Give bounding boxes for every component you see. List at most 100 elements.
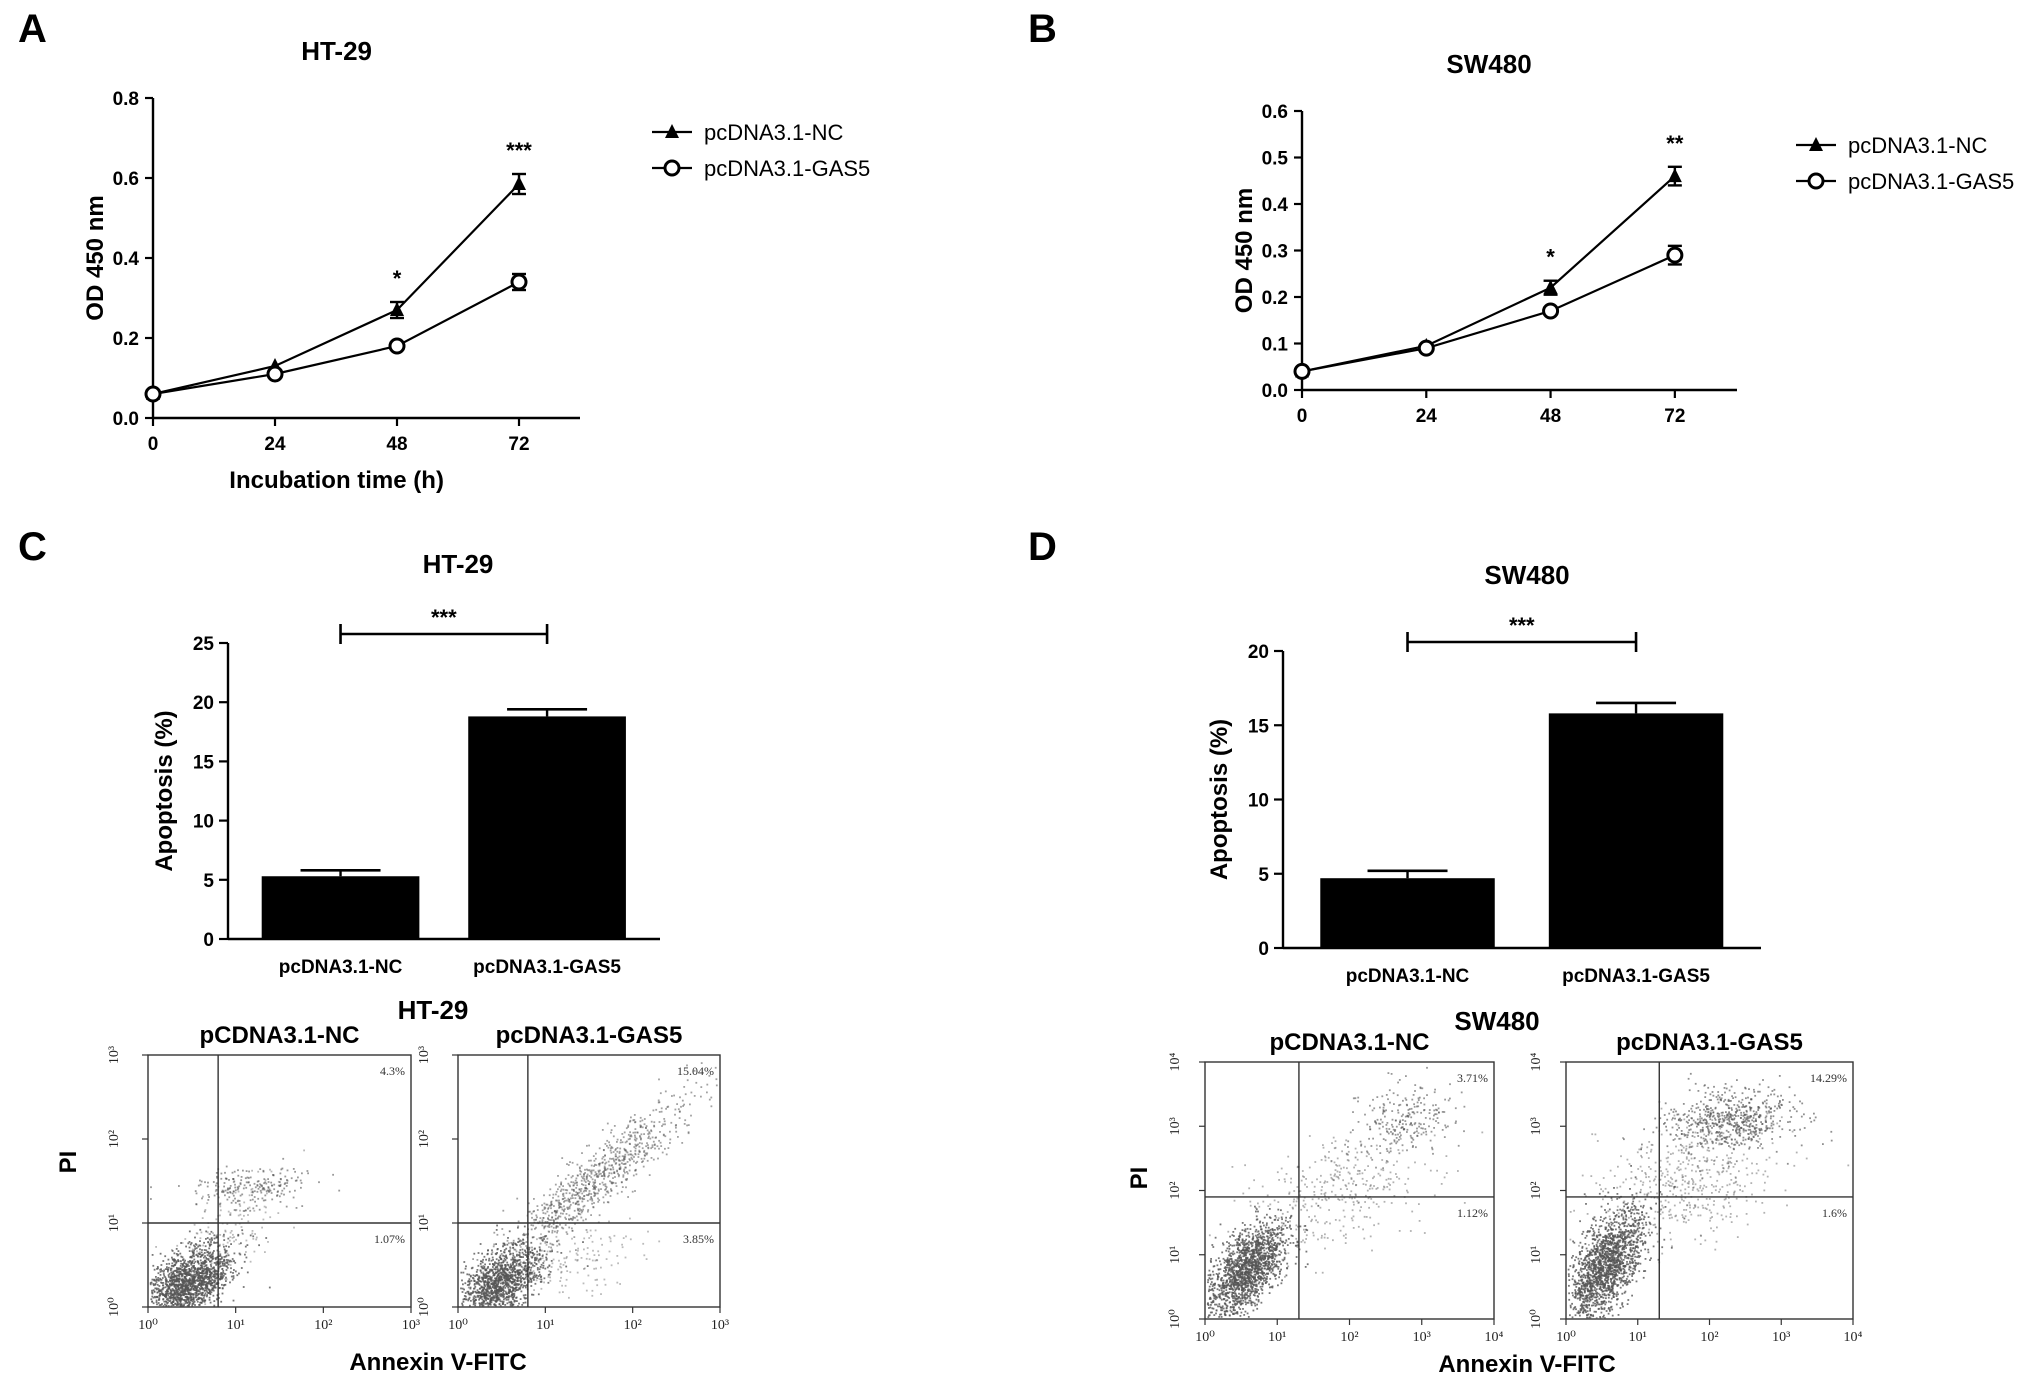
scatter-dot (604, 1193, 607, 1196)
scatter-dot (259, 1184, 262, 1186)
scatter-dot (635, 1137, 638, 1140)
scatter-dot (175, 1293, 177, 1295)
scatter-dot (220, 1257, 223, 1260)
scatter-dot (571, 1161, 574, 1164)
scatter-dot (510, 1282, 513, 1284)
scatter-dot (1256, 1266, 1259, 1268)
scatter-dot (495, 1304, 497, 1307)
scatter-dot (521, 1241, 524, 1244)
scatter-dot (473, 1287, 476, 1290)
scatter-dot (492, 1245, 495, 1248)
scatter-dot (559, 1223, 561, 1226)
scatter-dot (534, 1282, 537, 1285)
scatter-dot (198, 1293, 200, 1295)
scatter-dot (599, 1183, 601, 1185)
scatter-dot (197, 1276, 199, 1279)
scatter-dot (257, 1170, 260, 1173)
scatter-dot (194, 1279, 197, 1282)
scatter-dot (572, 1184, 575, 1187)
scatter-dot (214, 1242, 217, 1244)
scatter-dot (505, 1298, 508, 1301)
scatter-dot (261, 1226, 263, 1229)
scatter-dot (1264, 1273, 1267, 1276)
scatter-dot (155, 1281, 158, 1283)
scatter-dot (1276, 1260, 1278, 1263)
scatter-dot (271, 1184, 273, 1187)
scatter-dot (503, 1267, 506, 1270)
scatter-dot (193, 1287, 195, 1290)
scatter-dot (189, 1279, 192, 1282)
scatter-dot (598, 1164, 601, 1167)
scatter-dot (584, 1168, 586, 1171)
scatter-dot (461, 1291, 464, 1293)
scatter-dot (583, 1267, 586, 1270)
scatter-dot (1221, 1291, 1224, 1294)
scatter-dot (547, 1217, 549, 1219)
scatter-dot (1210, 1281, 1213, 1283)
scatter-dot (543, 1250, 546, 1252)
scatter-dot (279, 1183, 282, 1186)
scatter-dot (175, 1298, 178, 1300)
scatter-dot (491, 1256, 494, 1259)
scatter-dot (506, 1277, 509, 1280)
scatter-dot (186, 1305, 189, 1307)
scatter-points (460, 1062, 718, 1308)
scatter-dot (1220, 1263, 1222, 1266)
scatter-dot (555, 1199, 557, 1202)
scatter-dot (505, 1268, 508, 1271)
scatter-dot (588, 1190, 591, 1192)
legend-entry: pcDNA3.1-GAS5 (1848, 169, 2014, 194)
scatter-dot (198, 1272, 200, 1275)
scatter-dot (714, 1066, 717, 1069)
scatter-dot (559, 1263, 562, 1265)
y-tick-label: 10¹ (1168, 1246, 1183, 1264)
scatter-dot (651, 1146, 654, 1148)
scatter-dot (503, 1298, 505, 1301)
scatter-dot (259, 1168, 262, 1170)
scatter-dot (548, 1194, 551, 1197)
scatter-dot (1211, 1311, 1213, 1314)
scatter-dot (1263, 1224, 1265, 1227)
scatter-dot (621, 1246, 624, 1249)
scatter-dot (167, 1268, 170, 1271)
scatter-dot (1211, 1288, 1214, 1290)
scatter-dot (192, 1275, 195, 1278)
scatter-dot (648, 1132, 651, 1135)
scatter-dot (467, 1290, 470, 1293)
scatter-dot (168, 1285, 171, 1288)
scatter-dot (684, 1119, 687, 1122)
scatter-dot (683, 1086, 686, 1088)
scatter-dot (163, 1269, 165, 1272)
scatter-dot (566, 1199, 568, 1202)
scatter-dot (1242, 1299, 1245, 1302)
scatter-dot (201, 1277, 204, 1279)
scatter-dot (681, 1099, 684, 1102)
scatter-dot (178, 1185, 180, 1187)
scatter-dot (203, 1210, 206, 1213)
data-point-triangle (1667, 168, 1682, 183)
scatter-dot (564, 1189, 567, 1191)
scatter-dot (603, 1278, 606, 1281)
scatter-dot (164, 1290, 167, 1293)
scatter-dot (1260, 1301, 1263, 1304)
scatter-dot (202, 1253, 205, 1255)
scatter-dot (560, 1212, 562, 1215)
scatter-dot (269, 1189, 272, 1192)
scatter-dot (160, 1281, 162, 1284)
scatter-dot (603, 1168, 606, 1171)
scatter-dot (189, 1293, 192, 1296)
scatter-dot (1250, 1302, 1253, 1305)
scatter-dot (525, 1241, 528, 1243)
scatter-dot (1244, 1297, 1246, 1300)
scatter-dot (603, 1201, 605, 1204)
scatter-dot (532, 1210, 535, 1213)
scatter-dot (199, 1267, 201, 1270)
scatter-dot (240, 1179, 243, 1182)
scatter-dot (605, 1187, 607, 1190)
scatter-dot (1280, 1268, 1282, 1271)
scatter-dot (487, 1249, 489, 1252)
scatter-dot (534, 1257, 536, 1260)
scatter-dot (1238, 1292, 1240, 1295)
scatter-dot (593, 1195, 596, 1197)
